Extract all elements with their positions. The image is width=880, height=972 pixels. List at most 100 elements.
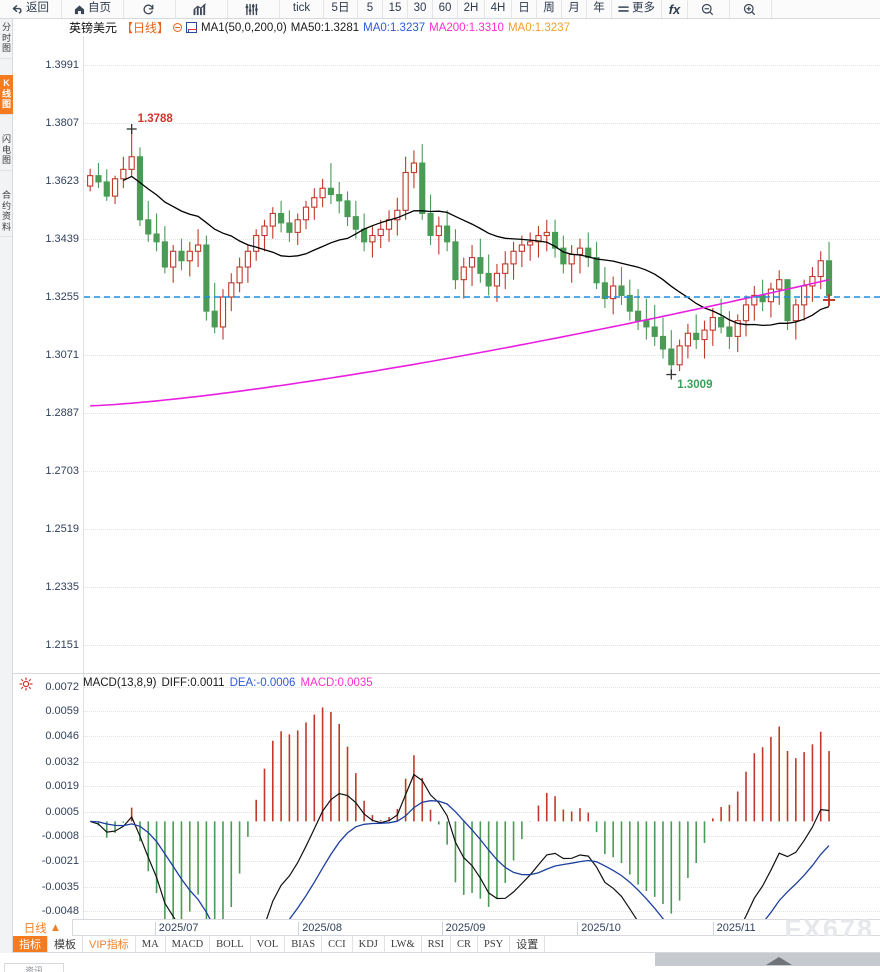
macd-formula: MACD(13,8,9) [83, 676, 157, 689]
more-button[interactable]: 更多 [612, 0, 662, 18]
sun-settings-icon[interactable] [19, 677, 33, 691]
indicator-tab-label: VOL [256, 938, 279, 950]
price-tick-label: 1.3255 [45, 291, 79, 303]
symbol-period: 【日线】 [121, 21, 170, 35]
macd-tick-label: 0.0059 [45, 705, 79, 718]
macd-gridline [84, 910, 880, 912]
sidebar-item-label: 闪电图 [1, 134, 11, 165]
ma-indicator-icon[interactable] [186, 22, 198, 33]
indicator-tab--[interactable]: 设置 [510, 936, 546, 952]
indicator-tab-rsi[interactable]: RSI [422, 936, 451, 952]
price-tick-label: 1.2887 [45, 407, 79, 419]
macd-plot[interactable] [83, 674, 880, 924]
indicator-tab-cci[interactable]: CCI [322, 936, 353, 952]
timeframe-2h[interactable]: 2H [458, 0, 485, 18]
fx-button[interactable]: fx [662, 0, 688, 18]
macd-gridline [84, 812, 880, 814]
timeframe-60m-label: 60 [438, 2, 452, 15]
price-gridline [84, 471, 880, 472]
macd-tick-label: 0.0072 [45, 681, 79, 694]
macd-panel[interactable]: 0.0072 0.0059 0.0046 0.0032 0.0019 0.0005 -0.0… [13, 674, 880, 924]
date-tick-label: 2025/10 [577, 922, 621, 935]
price-plot[interactable]: 1.3788 1.3009 [83, 36, 880, 674]
indicator-tab-ma[interactable]: MA [136, 936, 166, 952]
indicator-tab-label: MACD [171, 938, 204, 950]
timeframe-5m[interactable]: 5 [358, 0, 383, 18]
indicator-tab-boll[interactable]: BOLL [210, 936, 251, 952]
zoom-in-button[interactable] [730, 0, 772, 18]
sidebar-item-1[interactable]: K线图 [0, 75, 13, 115]
news-tab[interactable]: 资讯 [4, 963, 64, 972]
period-label: 日线 [23, 922, 47, 935]
scroll-up-arrow-icon[interactable] [766, 957, 792, 965]
indicator-tab-vol[interactable]: VOL [251, 936, 286, 952]
home-button[interactable]: 自页 [62, 0, 124, 18]
indicator-tab--[interactable]: 模板 [48, 936, 83, 952]
indicator-tab-label: 设置 [516, 939, 539, 951]
indicator-settings-button[interactable] [228, 0, 280, 18]
indicator-tab-label: LW& [390, 938, 415, 950]
price-tick-label: 1.2335 [45, 581, 79, 593]
zoom-out-icon [701, 3, 714, 16]
period-selector-button[interactable]: 日线 ▲ [13, 919, 73, 936]
timeframe-2h-label: 2H [463, 2, 479, 15]
macd-tick-label: -0.0008 [41, 830, 79, 843]
timeframe-year[interactable]: 年 [587, 0, 612, 18]
indicator-tab-lw-[interactable]: LW& [385, 936, 422, 952]
indicator-sliders-icon [245, 3, 260, 16]
macd-gridline [84, 860, 880, 862]
price-tick-label: 1.2519 [45, 523, 79, 535]
indicator-tab--[interactable]: 指标 [13, 936, 48, 952]
macd-dea-value: DEA:-0.0006 [229, 676, 296, 689]
chart-type-button[interactable] [176, 0, 228, 18]
timeframe-5m-label: 5 [366, 2, 374, 15]
indicator-tab-macd[interactable]: MACD [166, 936, 211, 952]
sidebar-item-3[interactable]: 合约资料 [0, 187, 13, 237]
price-gridline [84, 65, 880, 66]
timeframe-30m[interactable]: 30 [408, 0, 433, 18]
macd-tick-label: 0.0005 [45, 806, 79, 819]
sidebar-item-2[interactable]: 闪电图 [0, 131, 13, 171]
price-gridline [84, 529, 880, 530]
timeframe-tick[interactable]: tick [280, 0, 324, 18]
indicator-tab-label: BIAS [291, 938, 316, 950]
price-gridline [84, 297, 880, 298]
timeframe-4h[interactable]: 4H [485, 0, 512, 18]
indicator-tab-kdj[interactable]: KDJ [353, 936, 385, 952]
price-gridline [84, 181, 880, 182]
zoom-out-button[interactable] [688, 0, 730, 18]
timeframe-60m[interactable]: 60 [433, 0, 458, 18]
timeframe-30m-label: 30 [413, 2, 427, 15]
refresh-button[interactable] [124, 0, 176, 18]
fx-button-label: fx [668, 1, 681, 17]
timeframe-week[interactable]: 周 [537, 0, 562, 18]
ma0-orange-value: MA0:1.3237 [507, 21, 570, 34]
sidebar-item-0[interactable]: 分时图 [0, 19, 13, 59]
date-tick-label: 2025/08 [298, 922, 342, 935]
more-button-label: 更多 [632, 2, 655, 15]
indicator-tab-label: CR [456, 938, 471, 950]
macd-gridline [84, 711, 880, 713]
indicator-tab-vip-[interactable]: VIP指标 [83, 936, 136, 952]
indicator-tab-psy[interactable]: PSY [478, 936, 511, 952]
price-panel[interactable]: 1.3991 1.3807 1.3623 1.3439 1.3255 1.3071 1.28… [13, 36, 880, 674]
indicator-tab-label: CCI [328, 938, 346, 950]
timeframe-month[interactable]: 月 [562, 0, 587, 18]
timeframe-15m[interactable]: 15 [383, 0, 408, 18]
indicator-tab-cr[interactable]: CR [451, 936, 478, 952]
indicator-tab-label: PSY [483, 938, 504, 950]
macd-tick-label: 0.0046 [45, 729, 79, 742]
minus-circle-icon[interactable] [173, 23, 183, 32]
price-gridline [84, 413, 880, 414]
chart-bars-icon [193, 2, 208, 16]
timeframe-5d[interactable]: 5日 [324, 0, 358, 18]
indicator-tab-bias[interactable]: BIAS [285, 936, 323, 952]
macd-gridline [84, 836, 880, 838]
top-toolbar: 返回 自页 tick 5日 5 15 30 60 2H 4H 日周月年 更多 fx [0, 0, 880, 19]
macd-gridline [84, 886, 880, 888]
macd-gridline [84, 761, 880, 763]
timeframe-day[interactable]: 日 [512, 0, 537, 18]
refresh-icon [142, 3, 155, 16]
back-button[interactable]: 返回 [0, 0, 62, 18]
price-tick-label: 1.3439 [45, 233, 79, 245]
